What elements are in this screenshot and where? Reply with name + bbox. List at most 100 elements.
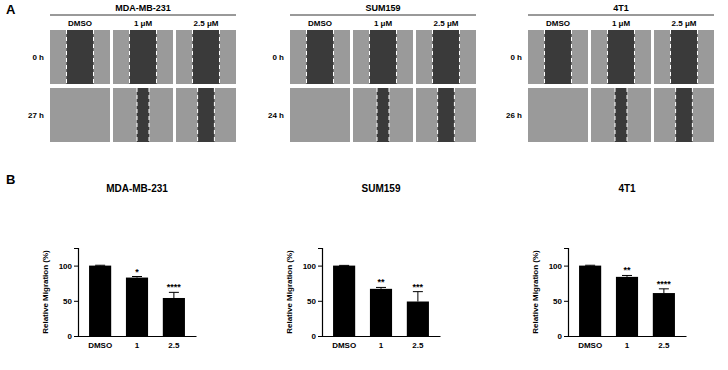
panel-label: B bbox=[6, 172, 15, 187]
row-label: 24 h bbox=[268, 111, 284, 120]
error-bar bbox=[376, 287, 386, 288]
micrograph bbox=[654, 30, 714, 84]
error-bar bbox=[659, 289, 669, 293]
column-label: 1 μM bbox=[612, 19, 631, 28]
tick-label: DMSO bbox=[332, 341, 356, 350]
wound-edge bbox=[454, 88, 455, 142]
wound-edge bbox=[697, 30, 698, 84]
tick-label: 2.5 bbox=[658, 341, 670, 350]
tick: 1 bbox=[135, 336, 140, 350]
wound-edge bbox=[627, 88, 628, 142]
wound-edge bbox=[192, 30, 193, 84]
wound-edge bbox=[396, 30, 397, 84]
micrograph bbox=[176, 30, 236, 84]
micrograph bbox=[113, 88, 173, 142]
bar bbox=[407, 302, 429, 336]
micrograph bbox=[50, 88, 110, 142]
wound-edge bbox=[137, 88, 138, 142]
bar bbox=[163, 298, 185, 336]
bar-chart: 4T1Relative Migration (%)******050100DMS… bbox=[531, 183, 687, 350]
column-label: 1 μM bbox=[134, 19, 153, 28]
axis-line bbox=[79, 336, 197, 337]
wound-gap bbox=[615, 88, 627, 142]
wound-edge bbox=[333, 30, 334, 84]
micrograph bbox=[528, 88, 588, 142]
wound-gap bbox=[671, 30, 698, 84]
error-bar bbox=[95, 265, 105, 266]
plot-area bbox=[333, 265, 429, 336]
wound-gap bbox=[307, 30, 334, 84]
tick: 2.5 bbox=[658, 336, 670, 350]
axis-line bbox=[74, 249, 79, 337]
wound-gap bbox=[198, 88, 215, 142]
wound-gap bbox=[377, 88, 389, 142]
bar bbox=[653, 293, 675, 336]
x-axis: DMSO12.5 bbox=[569, 336, 687, 350]
tick-label: 50 bbox=[63, 297, 72, 306]
significance-label: ** bbox=[377, 277, 385, 287]
micrograph bbox=[654, 88, 714, 142]
tick-label: 100 bbox=[303, 262, 317, 271]
wound-edge bbox=[459, 30, 460, 84]
wound-edge bbox=[149, 88, 150, 142]
tick-label: 1 bbox=[379, 341, 384, 350]
tick-label: 1 bbox=[625, 341, 630, 350]
wound-edge bbox=[306, 30, 307, 84]
tick: DMSO bbox=[88, 336, 112, 350]
axis-line bbox=[569, 336, 687, 337]
tick: 1 bbox=[625, 336, 630, 350]
tick-label: 0 bbox=[558, 332, 563, 341]
significance-label: ** bbox=[623, 265, 631, 275]
panel-title: SUM159 bbox=[365, 3, 400, 13]
micrograph bbox=[353, 88, 413, 142]
bar bbox=[333, 266, 355, 336]
tick-label: 2.5 bbox=[168, 341, 180, 350]
micrograph bbox=[176, 88, 236, 142]
tick-mark bbox=[318, 336, 322, 337]
wound-edge bbox=[432, 30, 433, 84]
significance-label: **** bbox=[167, 282, 182, 292]
wound-edge bbox=[66, 30, 67, 84]
wound-gap bbox=[130, 30, 157, 84]
tick: 0 bbox=[312, 332, 322, 341]
tick-mark bbox=[564, 301, 568, 302]
tick-label: 0 bbox=[68, 332, 73, 341]
axis-line bbox=[564, 249, 569, 337]
wound-edge bbox=[692, 88, 693, 142]
error-bar bbox=[132, 277, 142, 278]
chart-title: SUM159 bbox=[362, 183, 401, 194]
wound-edge bbox=[670, 30, 671, 84]
error-bar bbox=[413, 292, 423, 302]
wound-edge bbox=[607, 30, 608, 84]
error-bar bbox=[585, 265, 595, 266]
plot-area bbox=[579, 265, 675, 336]
axis-title: Relative Migration (%) bbox=[285, 250, 294, 334]
image-panel: 4T1DMSO1 μM2.5 μM0 h26 h bbox=[506, 3, 714, 142]
column-label: DMSO bbox=[68, 19, 92, 28]
tick: 1 bbox=[379, 336, 384, 350]
axis-title: Relative Migration (%) bbox=[531, 250, 540, 334]
micrograph bbox=[591, 88, 651, 142]
axis-line bbox=[323, 336, 441, 337]
bar bbox=[579, 266, 601, 336]
tick: 50 bbox=[553, 297, 568, 306]
tick-mark bbox=[564, 266, 568, 267]
y-axis: 0 50 100 bbox=[549, 249, 569, 342]
tick-label: 100 bbox=[549, 262, 563, 271]
tick-mark bbox=[74, 266, 78, 267]
micrograph bbox=[353, 30, 413, 84]
tick: 2.5 bbox=[168, 336, 180, 350]
wound-edge bbox=[377, 88, 378, 142]
figure: ABMDA-MB-231DMSO1 μM2.5 μM0 h27 hSUM159D… bbox=[0, 0, 728, 370]
tick-mark bbox=[74, 336, 78, 337]
tick-label: 50 bbox=[553, 297, 562, 306]
bar bbox=[89, 266, 111, 336]
tick: 100 bbox=[549, 262, 568, 271]
micrograph bbox=[50, 30, 110, 84]
chart-title: MDA-MB-231 bbox=[106, 183, 168, 194]
significance-label: *** bbox=[413, 282, 424, 292]
bar bbox=[126, 278, 148, 336]
micrograph bbox=[528, 30, 588, 84]
wound-gap bbox=[545, 30, 572, 84]
tick-label: 0 bbox=[312, 332, 317, 341]
